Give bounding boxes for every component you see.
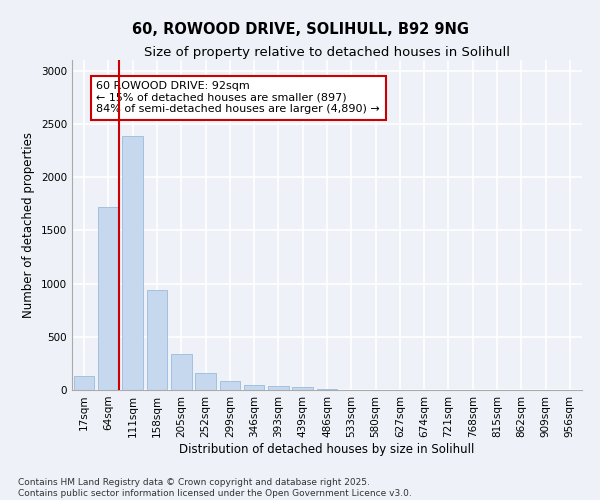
- Bar: [268, 386, 289, 390]
- Y-axis label: Number of detached properties: Number of detached properties: [22, 132, 35, 318]
- Bar: [171, 354, 191, 390]
- Bar: [98, 207, 119, 390]
- Bar: [292, 388, 313, 390]
- Bar: [74, 376, 94, 390]
- Bar: [317, 389, 337, 390]
- Text: 60 ROWOOD DRIVE: 92sqm
← 15% of detached houses are smaller (897)
84% of semi-de: 60 ROWOOD DRIVE: 92sqm ← 15% of detached…: [96, 82, 380, 114]
- Bar: [220, 382, 240, 390]
- Bar: [195, 373, 216, 390]
- Text: 60, ROWOOD DRIVE, SOLIHULL, B92 9NG: 60, ROWOOD DRIVE, SOLIHULL, B92 9NG: [131, 22, 469, 38]
- Title: Size of property relative to detached houses in Solihull: Size of property relative to detached ho…: [144, 46, 510, 59]
- X-axis label: Distribution of detached houses by size in Solihull: Distribution of detached houses by size …: [179, 442, 475, 456]
- Bar: [122, 136, 143, 390]
- Bar: [146, 290, 167, 390]
- Text: Contains HM Land Registry data © Crown copyright and database right 2025.
Contai: Contains HM Land Registry data © Crown c…: [18, 478, 412, 498]
- Bar: [244, 385, 265, 390]
